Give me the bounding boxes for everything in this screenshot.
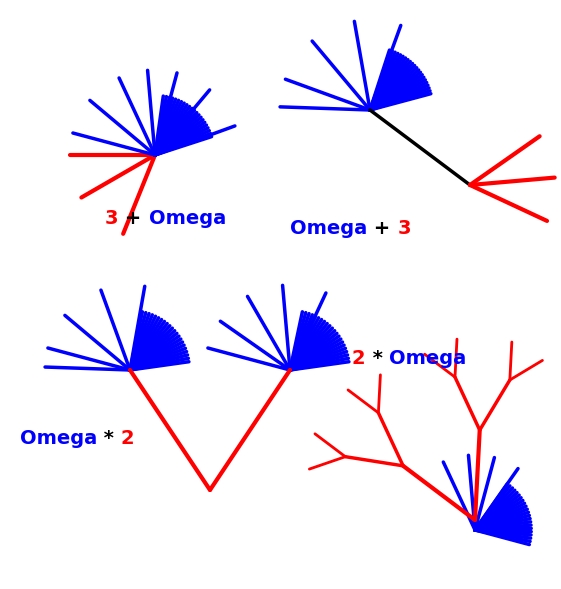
- Text: Omega: Omega: [20, 429, 97, 448]
- Text: +: +: [118, 209, 149, 227]
- Text: *: *: [97, 429, 121, 448]
- Text: 3: 3: [397, 219, 411, 237]
- Text: Omega: Omega: [149, 209, 226, 227]
- Text: Omega: Omega: [389, 349, 467, 368]
- Text: 3: 3: [105, 209, 118, 227]
- Text: *: *: [366, 349, 389, 368]
- Text: Omega: Omega: [290, 219, 367, 237]
- Text: 2: 2: [121, 429, 135, 448]
- Text: +: +: [367, 219, 397, 237]
- Text: 2: 2: [352, 349, 366, 368]
